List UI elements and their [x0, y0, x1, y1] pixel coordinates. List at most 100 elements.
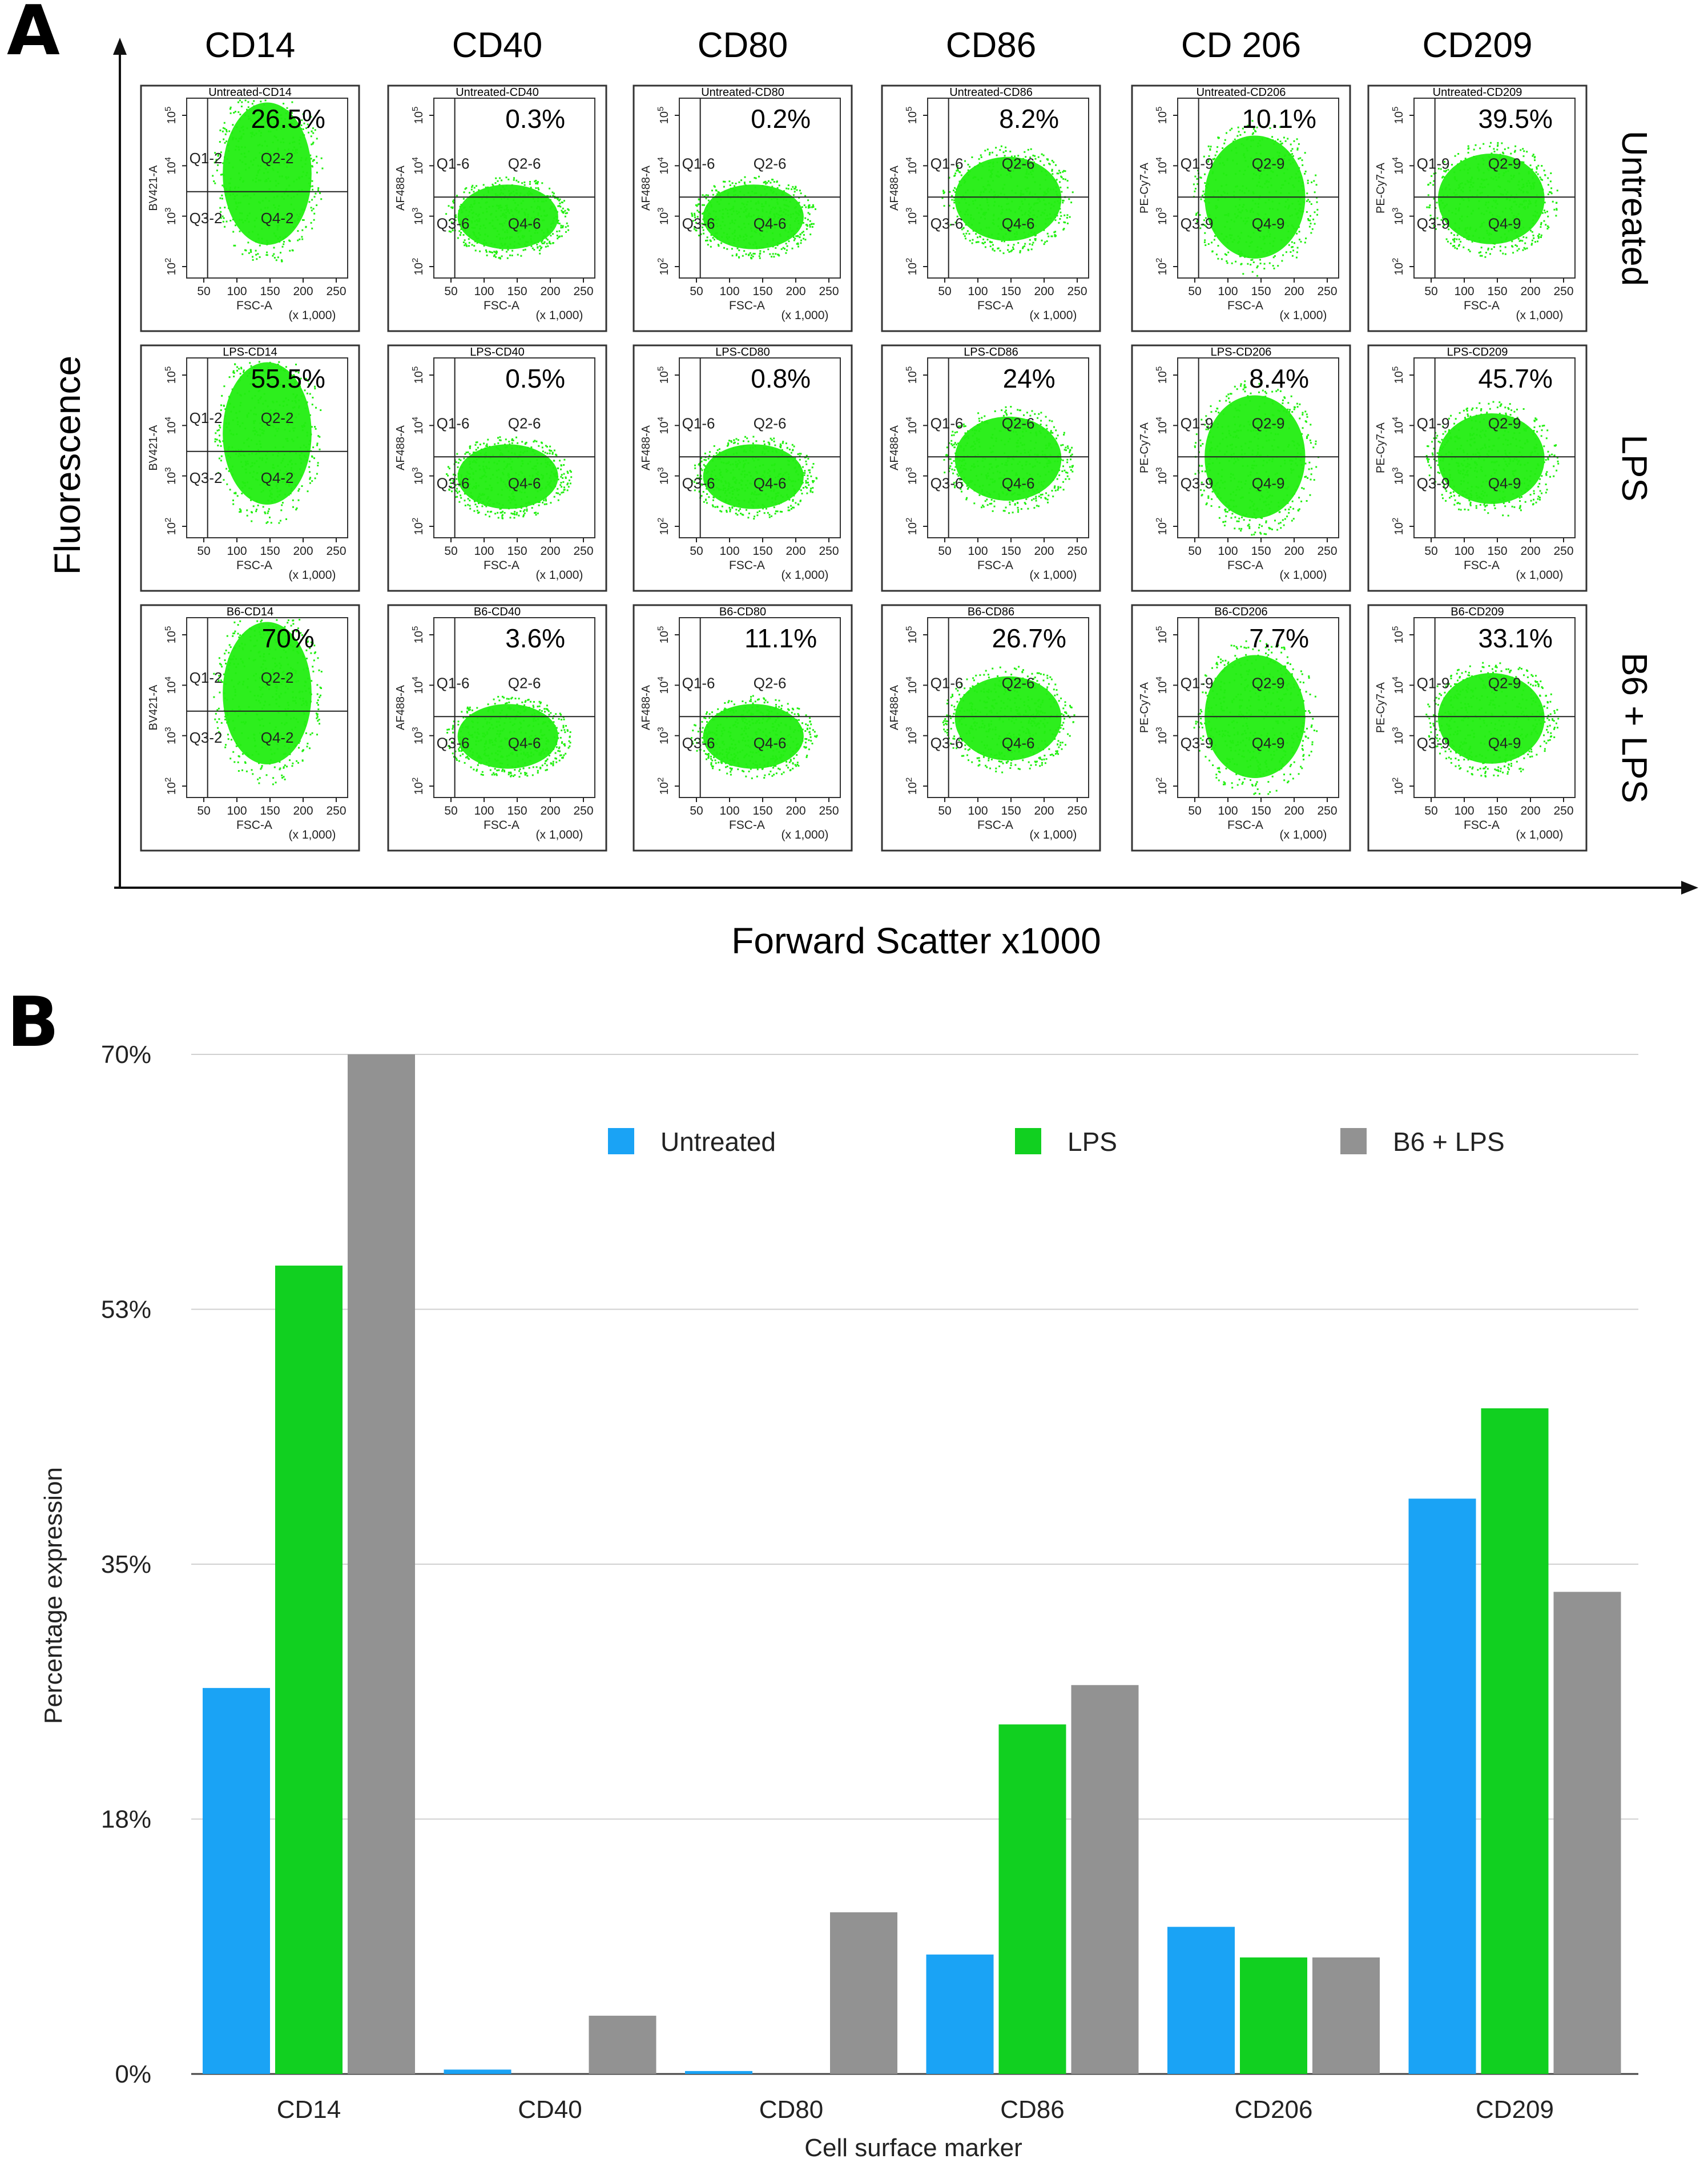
flow-plot-x-tick: 50	[1188, 804, 1201, 817]
flow-plot-x-label: FSC-A	[729, 299, 765, 312]
flow-plot-x-tick: 150	[1251, 804, 1271, 817]
quadrant-label: Q1-9	[1417, 155, 1450, 172]
flow-plot-x-tick: 250	[1317, 285, 1337, 298]
flow-plot-title: LPS-CD40	[470, 346, 525, 359]
quadrant-label: Q2-9	[1488, 155, 1521, 172]
event-cloud	[941, 145, 1074, 255]
quadrant-label: Q1-2	[190, 150, 223, 167]
legend-swatch	[1340, 1128, 1367, 1154]
quadrant-percentage: 70%	[262, 623, 315, 653]
flow-plot-x-tick: 100	[227, 804, 247, 817]
marker-header: CD80	[698, 26, 788, 65]
flow-plot-y-label: AF488-A	[640, 425, 652, 470]
bar	[926, 1954, 994, 2074]
quadrant-label: Q3-9	[1181, 215, 1214, 232]
event-cloud	[445, 176, 570, 260]
quadrant-label: Q2-6	[754, 155, 787, 172]
flow-plot-x-tick: 100	[474, 285, 494, 298]
quadrant-label: Q4-9	[1252, 474, 1285, 492]
quadrant-label: Q2-9	[1488, 414, 1521, 432]
flow-plot-x-tick: 50	[690, 804, 703, 817]
event-cloud	[942, 666, 1075, 774]
event-cloud	[1425, 662, 1560, 778]
flow-plot-y-tick: 105	[1154, 107, 1169, 124]
event-dots	[943, 406, 1074, 514]
flow-plot-area	[679, 617, 841, 798]
quadrant-percentage: 0.2%	[751, 104, 811, 134]
flow-plot-y-label: PE-Cy7-A	[1375, 162, 1387, 214]
flow-plot-x-tick: 100	[719, 545, 739, 558]
event-cloud-core	[457, 444, 558, 509]
legend-label: Untreated	[660, 1127, 776, 1157]
quadrant-label: Q3-6	[930, 474, 964, 492]
event-dots	[214, 361, 322, 524]
bar	[1240, 1957, 1307, 2074]
quadrant-label: Q2-6	[508, 155, 541, 172]
flow-plot-area	[186, 617, 348, 798]
quadrant-label: Q4-6	[508, 215, 541, 232]
flow-plot-x-label: FSC-A	[484, 559, 519, 572]
event-dots	[446, 436, 573, 519]
quadrant-label: Q1-9	[1181, 155, 1214, 172]
marker-header: CD209	[1423, 26, 1533, 65]
panel-a-y-arrow-icon	[113, 38, 127, 55]
flow-plot-x-multiplier: (x 1,000)	[1516, 828, 1564, 841]
flow-plot-x-tick: 100	[968, 804, 988, 817]
flow-plot-y-label: PE-Cy7-A	[1138, 162, 1151, 214]
quadrant-label: Q3-6	[437, 734, 470, 751]
flow-plot-x-tick: 250	[819, 545, 839, 558]
flow-plot-area	[1413, 98, 1576, 279]
flow-plot-title: LPS-CD80	[715, 346, 770, 359]
flow-plot-y-tick: 105	[163, 626, 178, 644]
bar-chart: B 0%18%35%53%70% CD14 CD40 CD80 CD86 CD206 CD…	[7, 983, 1638, 2162]
flow-plot-title: B6-CD40	[474, 606, 521, 618]
quadrant-label: Q2-2	[261, 409, 294, 426]
y-tick-label: 70%	[101, 1041, 151, 1069]
category-label: CD206	[1235, 2096, 1313, 2124]
category-label: CD40	[518, 2096, 582, 2124]
y-axis-title: Percentage expression	[39, 1467, 67, 1724]
flow-plot-x-label: FSC-A	[1464, 819, 1500, 832]
flow-plot-y-label: AF488-A	[888, 165, 901, 211]
flow-plot-y-label: AF488-A	[394, 425, 407, 470]
quadrant-label: Q1-2	[190, 409, 223, 426]
legend: Untreated LPS B6 + LPS	[608, 1127, 1505, 1157]
flow-plot-title: Untreated-CD86	[949, 86, 1033, 99]
event-cloud-core	[457, 184, 558, 249]
flow-plot-x-multiplier: (x 1,000)	[289, 828, 336, 841]
flow-plot-x-label: FSC-A	[484, 819, 519, 832]
quadrant-label: Q2-9	[1488, 674, 1521, 691]
flow-plot-x-tick: 50	[1188, 545, 1201, 558]
bar	[203, 1687, 270, 2074]
quadrant-percentage: 3.6%	[505, 623, 565, 653]
quadrant-label: Q1-6	[930, 155, 964, 172]
quadrant-label: Q4-2	[261, 469, 294, 486]
flow-plot-area	[1177, 98, 1339, 279]
flow-plot-x-tick: 50	[938, 285, 951, 298]
panel-a-x-arrow-icon	[1681, 881, 1698, 895]
bars	[203, 1054, 1621, 2074]
event-cloud	[1426, 142, 1558, 258]
event-cloud	[691, 436, 818, 520]
quadrant-label: Q3-6	[437, 474, 470, 492]
flow-plot-x-tick: 200	[293, 285, 313, 298]
flow-plot-x-tick: 150	[1487, 285, 1507, 298]
flow-plot-x-tick: 200	[1520, 285, 1540, 298]
flow-plot-area	[927, 98, 1089, 279]
flow-plot: LPS-CD209 Q1-9 Q2-9 Q3-9 Q4-9 45.7% PE-Cy7-A 10…	[1367, 344, 1588, 592]
flow-plot-title: B6-CD86	[968, 606, 1014, 618]
condition-label: LPS	[1614, 434, 1654, 501]
flow-plot-x-tick: 150	[507, 285, 527, 298]
flow-plot-x-tick: 200	[785, 285, 805, 298]
event-cloud-core	[1437, 154, 1545, 244]
legend-label: B6 + LPS	[1393, 1127, 1505, 1157]
quadrant-label: Q1-9	[1417, 674, 1450, 691]
flow-plot-x-tick: 250	[1553, 545, 1573, 558]
quadrant-label: Q3-6	[682, 215, 715, 232]
flow-plot-x-label: FSC-A	[1227, 559, 1263, 572]
flow-plot-x-tick: 150	[1487, 804, 1507, 817]
flow-plot-x-tick: 100	[719, 285, 739, 298]
